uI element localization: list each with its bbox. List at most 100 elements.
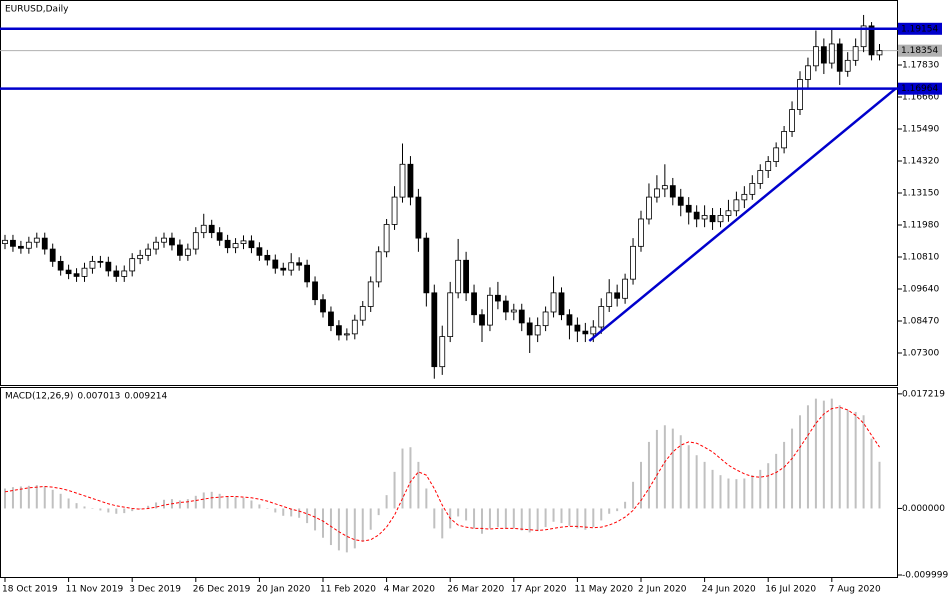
candle-body <box>725 210 732 216</box>
candle-body <box>200 224 207 234</box>
y-tick-label: 0.000000 <box>902 504 945 514</box>
macd-bar <box>27 485 30 509</box>
x-tick-label: 16 Jul 2020 <box>765 585 816 595</box>
candle-body <box>192 232 199 250</box>
macd-bar <box>91 508 94 509</box>
x-tick-label: 11 Feb 2020 <box>320 585 376 595</box>
candle-body <box>256 247 263 256</box>
candle-body <box>431 292 438 368</box>
candle-body <box>161 237 167 243</box>
macd-bar <box>314 508 317 531</box>
macd-bar <box>385 495 388 509</box>
macd-bar <box>870 438 873 509</box>
candle-body <box>137 254 144 260</box>
candle-body <box>280 267 287 271</box>
macd-bar <box>512 508 515 529</box>
y-tick-label: 0.017219 <box>902 389 945 399</box>
candle-body <box>494 294 501 302</box>
macd-bar <box>139 508 142 510</box>
candle-body <box>733 199 740 212</box>
macd-bar <box>814 398 817 509</box>
macd-bar <box>663 425 666 509</box>
candle-body <box>216 232 223 241</box>
candle-body <box>542 311 549 327</box>
candle-body <box>391 196 398 225</box>
macd-bar <box>496 508 499 528</box>
macd-bar <box>226 496 229 509</box>
candle-body <box>805 65 811 80</box>
candle-body <box>582 330 589 335</box>
x-tick-label: 11 Nov 2019 <box>66 585 124 595</box>
macd-bar <box>576 508 579 529</box>
macd-bar <box>711 469 714 509</box>
candle-body <box>264 254 271 261</box>
macd-bar <box>783 441 786 509</box>
macd-bar <box>393 471 396 509</box>
level-label: 1.16964 <box>901 84 938 94</box>
candle-body <box>590 326 597 335</box>
candle-body <box>622 278 628 299</box>
candle-body <box>57 260 64 271</box>
x-tick-label: 26 Mar 2020 <box>447 585 504 595</box>
candle-body <box>614 292 621 299</box>
candle-body <box>757 170 764 184</box>
y-tick-label: 1.13150 <box>902 189 939 199</box>
candle-body <box>169 237 175 246</box>
macd-bar <box>830 398 833 509</box>
macd-bar <box>186 499 189 509</box>
macd-bar <box>51 489 54 509</box>
macd-bar <box>727 478 730 509</box>
x-tick-label: 26 Dec 2019 <box>193 585 251 595</box>
macd-bar <box>846 409 849 509</box>
macd-bar <box>75 503 78 509</box>
y-tick-label: 1.14320 <box>902 157 939 167</box>
candle-body <box>455 259 462 294</box>
y-tick-label: 1.10810 <box>902 253 939 263</box>
macd-bar <box>337 508 340 551</box>
candle-body <box>558 292 565 316</box>
macd-bar <box>417 461 420 509</box>
candle-body <box>471 292 477 316</box>
candle-body <box>860 25 867 48</box>
macd-bar <box>624 501 627 509</box>
candle-body <box>288 262 295 271</box>
macd-title: MACD(12,26,9) <box>5 392 73 402</box>
y-tick-label: 1.15490 <box>902 125 939 135</box>
candle-body <box>415 196 422 239</box>
candle-body <box>534 325 541 336</box>
candle-body <box>550 292 557 313</box>
candle-body <box>654 188 660 198</box>
candle-body <box>439 336 446 368</box>
candle-body <box>113 270 120 277</box>
candle-body <box>65 269 72 275</box>
candle-body <box>820 46 827 64</box>
macd-panel <box>0 387 898 578</box>
macd-bar <box>632 481 635 509</box>
candle-body <box>765 161 772 171</box>
candle-body <box>121 270 128 277</box>
candle-body <box>351 319 358 335</box>
macd-bar <box>202 492 205 509</box>
macd-bar <box>679 435 682 509</box>
macd-bar <box>242 497 245 509</box>
candle-body <box>224 239 231 249</box>
candle-body <box>518 309 525 324</box>
x-tick-label: 3 Dec 2019 <box>129 585 181 595</box>
macd-bar <box>647 441 650 509</box>
macd-bar <box>520 508 523 531</box>
candle-body <box>646 196 652 220</box>
macd-bar <box>11 487 14 509</box>
macd-bar <box>695 455 698 509</box>
candle-body <box>399 163 406 198</box>
candle-body <box>81 267 88 277</box>
candle-body <box>701 215 708 220</box>
candle-body <box>828 43 835 64</box>
macd-bar <box>759 469 762 509</box>
macd-bar <box>59 493 62 509</box>
macd-bar <box>258 504 261 509</box>
macd-bar <box>481 508 483 534</box>
candle-body <box>598 306 605 328</box>
candle-body <box>813 46 819 67</box>
macd-bar <box>123 508 126 514</box>
macd-bar <box>282 508 285 516</box>
